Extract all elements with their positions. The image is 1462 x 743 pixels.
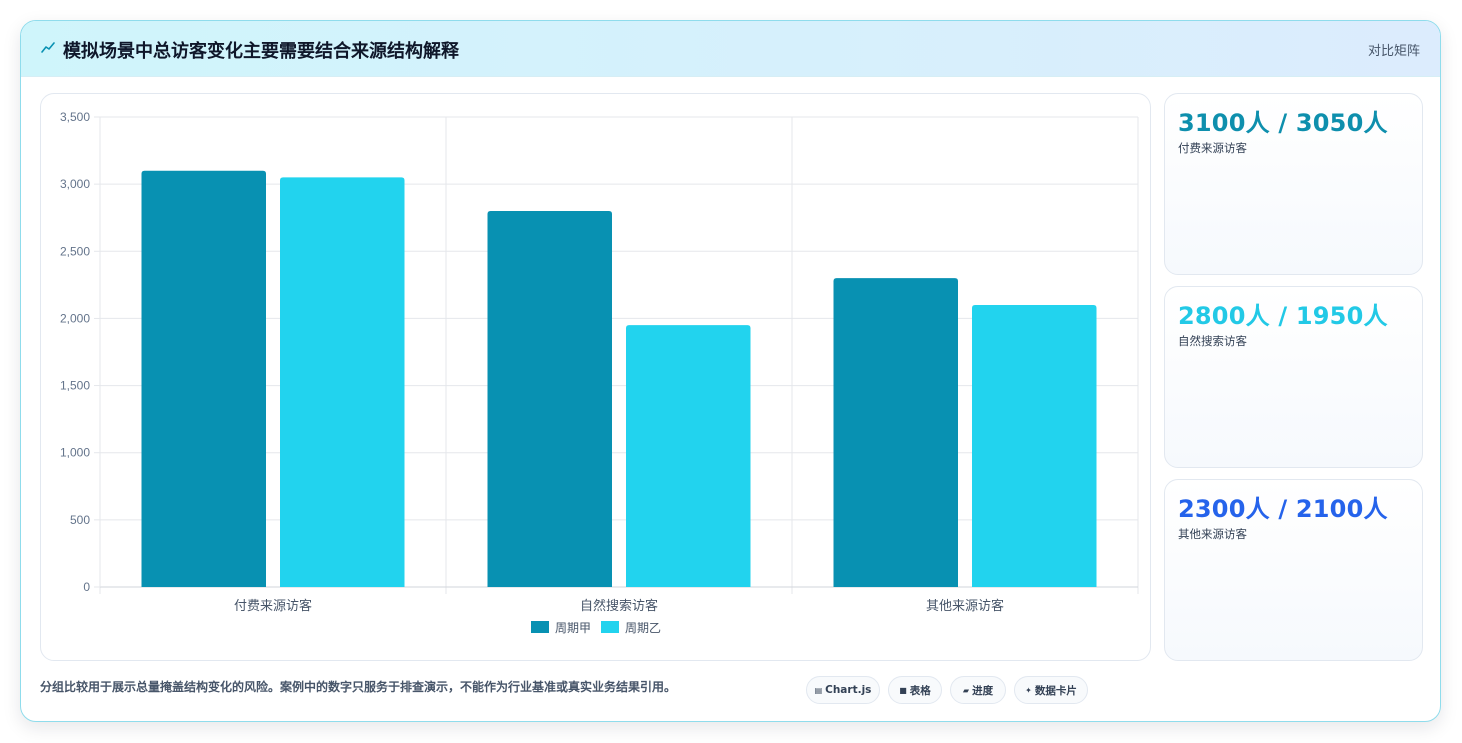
chip-label: 数据卡片 — [1034, 684, 1077, 697]
y-tick-label: 0 — [83, 580, 90, 594]
x-tick-label: 付费来源访客 — [234, 598, 312, 614]
chip-chartjs[interactable]: ▤ Chart.js — [806, 676, 880, 704]
chip-label: 进度 — [972, 684, 994, 697]
y-tick-label: 3,500 — [60, 110, 90, 124]
panel-title: 模拟场景中总访客变化主要需要结合来源结构解释 — [63, 41, 459, 62]
chip-progress[interactable]: ▰ 进度 — [950, 676, 1006, 704]
bar — [487, 211, 612, 587]
legend-label: 周期乙 — [625, 621, 661, 635]
stat-label: 其他来源访客 — [1178, 527, 1247, 541]
legend-label: 周期甲 — [555, 621, 591, 635]
footer-note: 分组比较用于展示总量掩盖结构变化的风险。案例中的数字只服务于排查演示，不能作为行… — [40, 680, 677, 694]
table-icon: ■ — [899, 685, 907, 695]
legend-swatch — [531, 621, 549, 633]
y-tick-label: 2,500 — [60, 244, 90, 258]
legend-swatch — [601, 621, 619, 633]
chart-icon: ▤ — [814, 685, 823, 695]
stat-card-paid: 3100人 / 3050人 付费来源访客 — [1164, 93, 1423, 275]
chart-card: 0 500 1,000 1,500 2,000 2,500 3,000 3,500 付费来源访客… — [40, 93, 1151, 661]
bar — [833, 278, 958, 587]
y-tick-label: 1,500 — [60, 379, 90, 393]
bar — [141, 170, 266, 587]
stat-label: 自然搜索访客 — [1178, 334, 1247, 348]
stat-card-other: 2300人 / 2100人 其他来源访客 — [1164, 479, 1423, 661]
trend-icon — [41, 42, 55, 53]
x-tick-label: 自然搜索访客 — [580, 598, 658, 614]
bar-chart: 0 500 1,000 1,500 2,000 2,500 3,000 3,500 付费来源访客… — [60, 110, 1139, 635]
y-tick-label: 2,000 — [60, 311, 90, 325]
x-tick-label: 其他来源访客 — [926, 598, 1004, 614]
chip-datacard[interactable]: ✦ 数据卡片 — [1014, 676, 1088, 704]
chart-panel: 模拟场景中总访客变化主要需要结合来源结构解释 对比矩阵 0 500 1,000 1,5… — [20, 20, 1441, 722]
stat-label: 付费来源访客 — [1178, 141, 1247, 155]
chip-label: 表格 — [909, 684, 931, 697]
stat-card-search: 2800人 / 1950人 自然搜索访客 — [1164, 286, 1423, 468]
bar — [280, 177, 405, 587]
stat-value: 2300人 / 2100人 — [1178, 495, 1388, 523]
y-tick-label: 500 — [70, 513, 90, 527]
bar — [626, 325, 751, 587]
chip-table[interactable]: ■ 表格 — [888, 676, 942, 704]
bar — [972, 305, 1097, 587]
panel-header: 模拟场景中总访客变化主要需要结合来源结构解释 对比矩阵 — [21, 21, 1440, 77]
panel-tag: 对比矩阵 — [1367, 44, 1420, 59]
progress-icon: ▰ — [962, 685, 970, 695]
sparkle-icon: ✦ — [1025, 685, 1032, 695]
y-tick-label: 1,000 — [60, 446, 90, 460]
y-tick-label: 3,000 — [60, 177, 90, 191]
chip-label: Chart.js — [825, 684, 872, 696]
stat-value: 3100人 / 3050人 — [1178, 109, 1388, 137]
stat-value: 2800人 / 1950人 — [1178, 302, 1388, 330]
